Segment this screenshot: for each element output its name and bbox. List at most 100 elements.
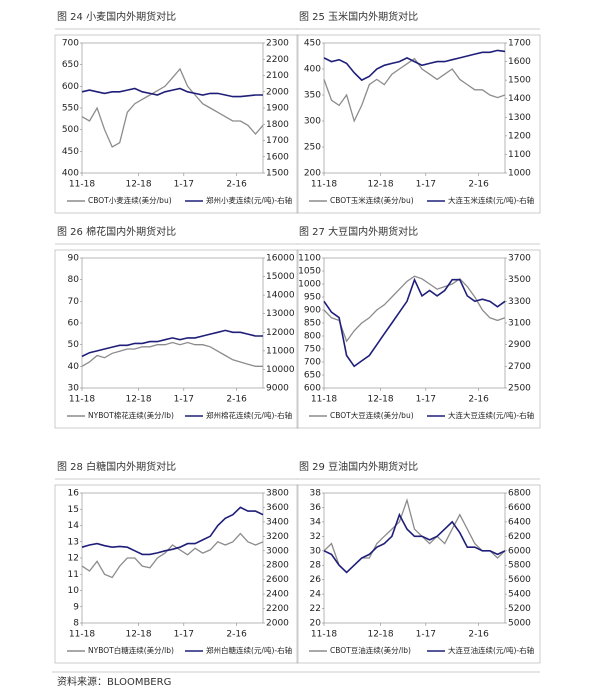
legend-label: 郑州棉花连续(元/吨)-右轴 <box>206 410 292 420</box>
y2-tick-label: 5800 <box>508 561 531 571</box>
x-tick-label: 11-18 <box>69 180 95 190</box>
y-tick-label: 11 <box>68 570 79 580</box>
y-tick-label: 550 <box>62 104 79 114</box>
x-tick-label: 1-17 <box>174 395 194 405</box>
x-tick-label: 11-18 <box>311 395 337 405</box>
chart-title: 图 27 大豆国内外期货对比 <box>299 225 418 238</box>
y-tick-label: 26 <box>310 575 322 585</box>
y-tick-label: 10 <box>68 586 80 596</box>
y2-tick-label: 6600 <box>508 503 531 513</box>
y2-tick-label: 1200 <box>508 131 531 141</box>
y2-tick-label: 1500 <box>266 169 289 179</box>
y-tick-label: 500 <box>62 125 79 135</box>
chart-title: 图 24 小麦国内外期货对比 <box>57 10 176 23</box>
x-tick-label: 12-18 <box>367 395 393 405</box>
legend-label: 郑州小麦连续(元/吨)-右轴 <box>206 195 292 205</box>
legend-label: CBOT玉米连续(美分/bu) <box>330 195 414 205</box>
y-tick-label: 16 <box>68 489 80 499</box>
chart-title: 图 26 棉花国内外期货对比 <box>57 225 176 238</box>
chart-frame <box>296 484 541 664</box>
y-tick-label: 300 <box>304 117 321 127</box>
y-tick-label: 600 <box>62 82 79 92</box>
y-tick-label: 750 <box>304 345 321 355</box>
series-line <box>81 506 264 556</box>
y2-tick-label: 2000 <box>266 619 289 629</box>
legend-label: CBOT豆油连续(美分/lb) <box>330 645 411 655</box>
x-tick-label: 11-18 <box>69 395 95 405</box>
chart-frame <box>54 249 299 429</box>
y2-tick-label: 1300 <box>508 113 531 123</box>
y2-tick-label: 2200 <box>266 55 289 65</box>
y-tick-label: 13 <box>68 537 79 547</box>
y2-tick-label: 2600 <box>266 575 289 585</box>
y2-tick-label: 10000 <box>266 365 295 375</box>
y2-tick-label: 1700 <box>266 136 289 146</box>
series-line <box>323 275 506 343</box>
y-tick-label: 60 <box>68 319 80 329</box>
x-tick-label: 2-16 <box>226 630 247 640</box>
x-tick-label: 12-18 <box>125 630 151 640</box>
x-tick-label: 12-18 <box>367 630 393 640</box>
y-tick-label: 650 <box>304 371 321 381</box>
y2-tick-label: 2800 <box>266 561 289 571</box>
y-tick-label: 80 <box>68 275 80 285</box>
y-tick-label: 200 <box>304 169 321 179</box>
series-line <box>81 341 263 367</box>
y2-tick-label: 5400 <box>508 590 531 600</box>
x-tick-label: 1-17 <box>174 180 194 190</box>
x-tick-label: 11-18 <box>311 630 337 640</box>
y-tick-label: 9 <box>73 602 79 612</box>
x-tick-label: 1-17 <box>416 180 436 190</box>
y-tick-label: 400 <box>62 169 79 179</box>
legend-label: NYBOT棉花连续(美分/lb) <box>88 410 174 420</box>
x-tick-label: 1-17 <box>416 395 436 405</box>
y-tick-label: 24 <box>310 590 322 600</box>
y2-tick-label: 2900 <box>508 340 531 350</box>
y-tick-label: 700 <box>304 358 321 368</box>
y-tick-label: 450 <box>62 147 79 157</box>
y2-tick-label: 1600 <box>266 152 289 162</box>
y-tick-label: 22 <box>310 604 321 614</box>
y-tick-label: 700 <box>62 39 79 49</box>
y-tick-label: 350 <box>304 91 321 101</box>
y-tick-label: 32 <box>310 532 321 542</box>
y-tick-label: 40 <box>68 362 80 372</box>
source-note: 资料来源：BLOOMBERG <box>57 675 171 688</box>
y2-tick-label: 6800 <box>508 489 531 499</box>
y2-tick-label: 2200 <box>266 604 289 614</box>
series-line <box>81 329 263 358</box>
y2-tick-label: 9000 <box>266 384 289 394</box>
y2-tick-label: 3200 <box>266 532 289 542</box>
y-tick-label: 50 <box>68 340 80 350</box>
legend-label: 大连豆油连续(元/吨)-右轴 <box>448 645 534 655</box>
y-tick-label: 900 <box>304 306 321 316</box>
y-tick-label: 8 <box>73 619 79 629</box>
y-tick-label: 1000 <box>298 280 321 290</box>
y-tick-label: 70 <box>68 297 80 307</box>
y2-tick-label: 14000 <box>266 291 295 301</box>
x-tick-label: 2-16 <box>226 180 247 190</box>
y-tick-label: 34 <box>310 517 322 527</box>
legend-label: 大连大豆连续(元/吨)-右轴 <box>448 410 534 420</box>
y-tick-label: 30 <box>68 384 80 394</box>
series-line <box>323 277 506 368</box>
y2-tick-label: 2000 <box>266 87 289 97</box>
y2-tick-label: 12000 <box>266 328 295 338</box>
chart-title: 图 25 玉米国内外期货对比 <box>299 10 418 23</box>
plot-area <box>323 42 506 174</box>
y2-tick-label: 15000 <box>266 272 295 282</box>
y2-tick-label: 1500 <box>508 76 531 86</box>
series-line <box>323 49 506 82</box>
y-tick-label: 450 <box>304 39 321 49</box>
y2-tick-label: 2700 <box>508 362 531 372</box>
y2-tick-label: 16000 <box>266 254 295 264</box>
series-line <box>81 87 263 98</box>
series-line <box>81 67 264 148</box>
y2-tick-label: 1700 <box>508 39 531 49</box>
chart-title: 图 29 豆油国内外期货对比 <box>299 460 418 473</box>
legend-label: 郑州白糖连续(元/吨)-右轴 <box>206 645 292 655</box>
x-tick-label: 2-16 <box>468 395 489 405</box>
x-tick-label: 11-18 <box>311 180 337 190</box>
chart-frame <box>296 249 541 429</box>
